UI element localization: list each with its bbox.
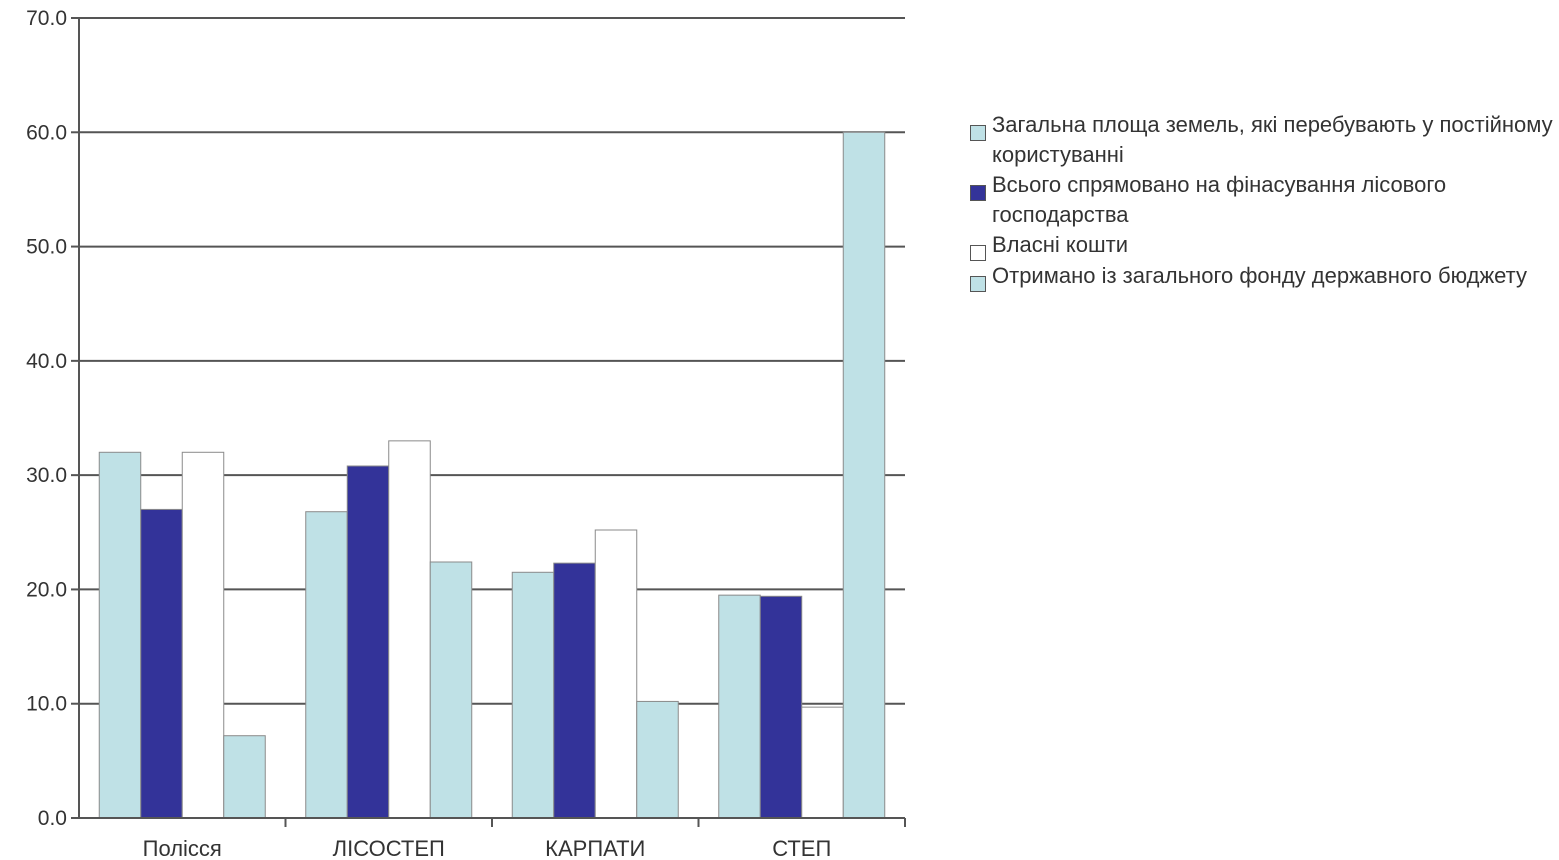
axes: [71, 17, 906, 827]
bar-Полісся-series-1: [98, 451, 142, 819]
y-tick-label: 40.0: [26, 350, 67, 373]
bar-ЛІСОСТЕП-series-4: [429, 561, 473, 819]
legend-swatch: [970, 276, 986, 292]
legend-label: Власні кошти: [992, 232, 1129, 257]
bar-СТЕП-series-3: [801, 706, 844, 819]
bar-КАРПАТИ-series-2: [553, 562, 596, 819]
bar-ЛІСОСТЕП-series-2: [346, 465, 390, 819]
bar-СТЕП-series-2: [759, 595, 803, 819]
bar-КАРПАТИ-series-1: [511, 571, 555, 819]
y-tick-label: 50.0: [26, 236, 67, 259]
legend-item: Власні кошти: [970, 230, 1555, 261]
legend-item: Всього спрямовано на фінасування лісовог…: [970, 170, 1555, 230]
y-tick-label: 10.0: [26, 693, 67, 716]
bar-КАРПАТИ-series-4: [636, 700, 679, 819]
legend: Загальна площа земель, які перебувають у…: [970, 110, 1555, 292]
legend-swatch: [970, 125, 986, 141]
x-tick-label: Полісся: [143, 836, 222, 860]
bar-СТЕП-series-1: [718, 594, 761, 819]
legend-item: Загальна площа земель, які перебувають у…: [970, 110, 1555, 170]
y-tick-label: 30.0: [26, 464, 67, 487]
y-tick-label: 20.0: [26, 578, 67, 601]
x-tick-label: СТЕП: [772, 836, 831, 860]
bar-ЛІСОСТЕП-series-3: [388, 440, 431, 819]
legend-swatch: [970, 185, 986, 201]
x-tick-label: КАРПАТИ: [545, 836, 645, 860]
legend-swatch: [970, 245, 986, 261]
bar-КАРПАТИ-series-3: [594, 529, 638, 819]
legend-label: Загальна площа земель, які перебувають у…: [992, 112, 1553, 167]
y-tick-label: 60.0: [26, 121, 67, 144]
legend-label: Всього спрямовано на фінасування лісовог…: [992, 172, 1447, 227]
y-tick-label: 70.0: [26, 7, 67, 30]
bar-Полісся-series-3: [181, 451, 225, 819]
y-tick-label: 0.0: [38, 807, 67, 830]
legend-item: Отримано із загального фонду державного …: [970, 261, 1555, 292]
bar-СТЕП-series-4: [842, 131, 886, 819]
axis-labels: 0.0 10.0 20.0 30.0 40.0 50.0 60.0 70.0 Полісся ЛІ…: [26, 7, 831, 860]
bar-Полісся-series-2: [140, 508, 183, 819]
bar-ЛІСОСТЕП-series-1: [305, 511, 348, 819]
legend-label: Отримано із загального фонду державного …: [992, 263, 1527, 288]
bars: [98, 131, 886, 819]
bar-Полісся-series-4: [223, 735, 266, 819]
x-tick-label: ЛІСОСТЕП: [333, 836, 445, 860]
